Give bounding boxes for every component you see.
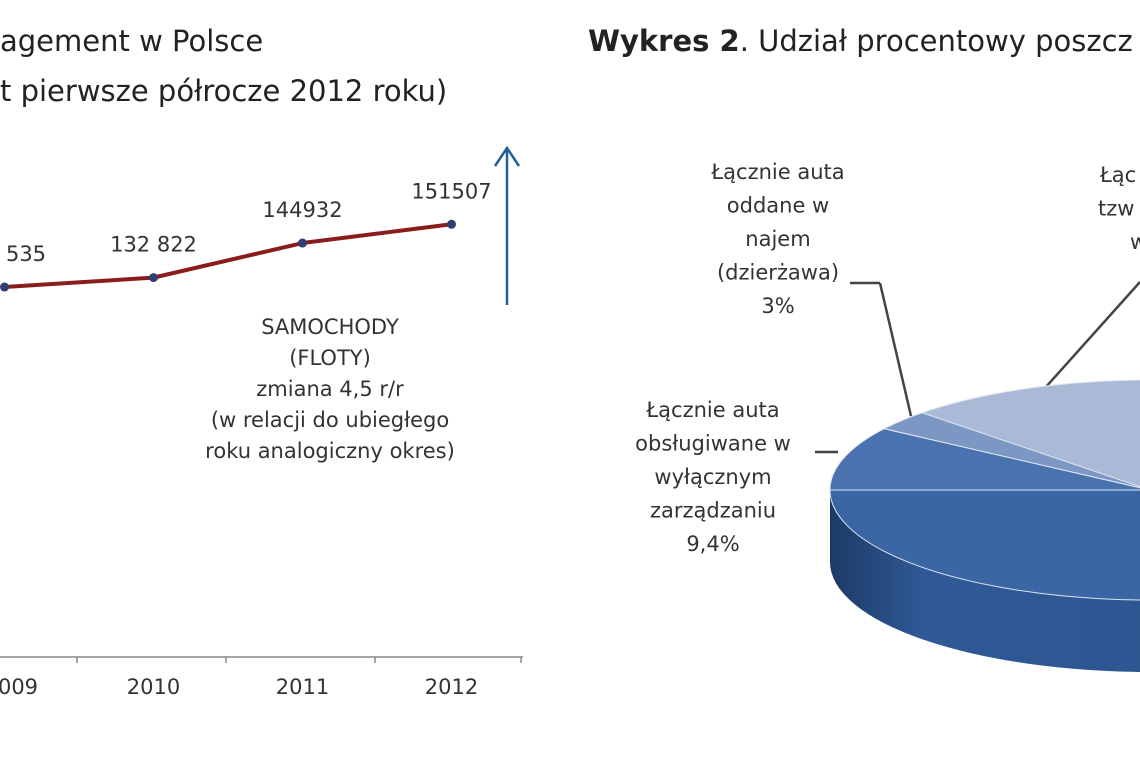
leader-line bbox=[878, 282, 913, 417]
data-point bbox=[298, 238, 307, 248]
slice-label: (dzierżawa) bbox=[717, 261, 839, 285]
annotation: (w relacji do ubiegłego bbox=[211, 408, 449, 432]
pie-chart: Wykres 2. Udział procentowy poszcz Łączni… bbox=[588, 24, 1140, 672]
slice-value-label: 3% bbox=[761, 294, 794, 318]
data-point bbox=[149, 273, 158, 283]
line-series bbox=[4, 222, 452, 290]
data-point bbox=[447, 219, 456, 229]
data-label: 535 bbox=[6, 242, 46, 266]
slice-label: najem bbox=[745, 227, 810, 251]
data-label: 132 822 bbox=[110, 233, 197, 257]
chart-title: agement w Polsce bbox=[0, 24, 263, 58]
leader-line bbox=[1044, 281, 1140, 389]
chart-title: Wykres 2. Udział procentowy poszcz bbox=[588, 24, 1133, 58]
slice-label: w bbox=[1130, 230, 1140, 254]
annotation: roku analogiczny okres) bbox=[205, 439, 455, 463]
data-point bbox=[0, 282, 9, 292]
slice-label: oddane w bbox=[727, 194, 829, 218]
slice-label: wyłącznym bbox=[654, 465, 771, 489]
x-tick-label: 2012 bbox=[425, 675, 478, 699]
growth-arrow bbox=[493, 145, 521, 305]
line-chart: agement w Polsce t pierwsze półrocze 2012… bbox=[0, 24, 523, 699]
annotation: SAMOCHODY bbox=[261, 315, 399, 339]
x-tick-label: 2010 bbox=[127, 675, 180, 699]
pie-slice bbox=[829, 489, 1140, 601]
data-label: 151507 bbox=[411, 179, 491, 203]
slice-value-label: 9,4% bbox=[686, 532, 739, 556]
title-part: . Udział procentowy poszcz bbox=[740, 24, 1133, 58]
arrow-head bbox=[493, 145, 521, 167]
annotation: zmiana 4,5 r/r bbox=[256, 377, 404, 401]
slice-label: Łącznie auta bbox=[710, 160, 844, 184]
x-tick-label: 009 bbox=[0, 675, 38, 699]
chart-title: t pierwsze półrocze 2012 roku) bbox=[0, 74, 447, 108]
pie-slice bbox=[829, 428, 1140, 491]
title-part: Wykres 2 bbox=[588, 24, 740, 58]
slice-label: Łąc bbox=[1099, 163, 1136, 187]
x-tick-label: 2011 bbox=[276, 675, 329, 699]
pie-side bbox=[830, 490, 1140, 672]
pie-slice bbox=[920, 379, 1140, 488]
data-label: 144932 bbox=[262, 198, 342, 222]
slice-label: obsługiwane w bbox=[635, 432, 791, 456]
slice-label: Łącznie auta bbox=[645, 398, 779, 422]
slice-label: tzw bbox=[1098, 197, 1134, 221]
annotation: (FLOTY) bbox=[289, 346, 371, 370]
slice-label: zarządzaniu bbox=[650, 499, 776, 523]
